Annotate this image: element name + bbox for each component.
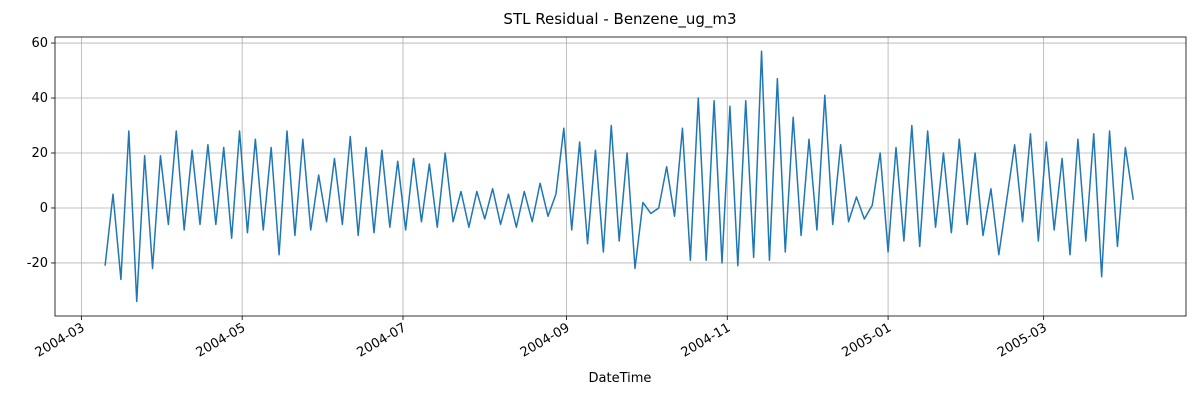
data-line xyxy=(104,50,1135,303)
y-tick-label: -20 xyxy=(27,256,48,271)
x-axis-label: DateTime xyxy=(589,371,652,386)
y-tick-label: 40 xyxy=(31,91,48,106)
y-tick-label: 20 xyxy=(31,146,48,161)
y-tick-label: 0 xyxy=(40,201,48,216)
chart-title: STL Residual - Benzene_ug_m3 xyxy=(503,10,736,29)
y-tick-label: 60 xyxy=(31,36,48,51)
plot-frame xyxy=(54,36,1187,317)
